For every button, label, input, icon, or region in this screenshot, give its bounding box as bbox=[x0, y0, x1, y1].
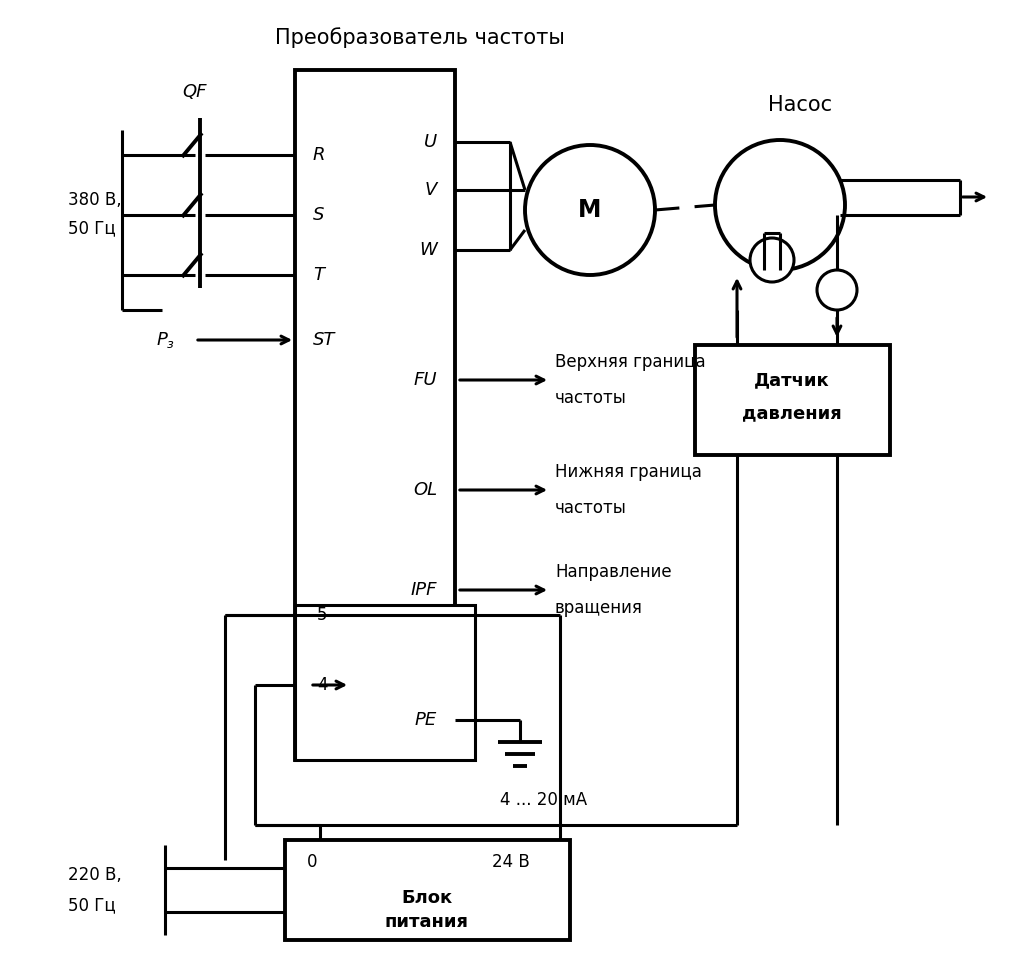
Text: Насос: Насос bbox=[768, 95, 833, 115]
Text: $P_з$: $P_з$ bbox=[156, 330, 175, 350]
Text: 50 Гц: 50 Гц bbox=[68, 896, 116, 914]
Text: вращения: вращения bbox=[555, 599, 643, 617]
Text: QF: QF bbox=[182, 83, 207, 101]
Bar bbox=[295, 70, 455, 760]
Bar bbox=[285, 840, 570, 940]
Text: Нижняя граница: Нижняя граница bbox=[555, 463, 701, 481]
Text: ST: ST bbox=[313, 331, 336, 349]
Text: частоты: частоты bbox=[555, 499, 627, 517]
Text: 4: 4 bbox=[317, 676, 328, 694]
Text: IPF: IPF bbox=[411, 581, 437, 599]
Text: М: М bbox=[579, 198, 602, 222]
Text: W: W bbox=[419, 241, 437, 259]
Text: 4 ... 20 мА: 4 ... 20 мА bbox=[500, 791, 587, 809]
Text: Направление: Направление bbox=[555, 563, 672, 581]
Text: S: S bbox=[313, 206, 325, 224]
Text: 50 Гц: 50 Гц bbox=[68, 219, 116, 237]
Circle shape bbox=[715, 140, 845, 270]
Text: R: R bbox=[313, 146, 326, 164]
Bar bbox=[695, 345, 890, 455]
Circle shape bbox=[817, 270, 857, 310]
Text: питания: питания bbox=[385, 913, 469, 931]
Text: OL: OL bbox=[413, 481, 437, 499]
Text: частоты: частоты bbox=[555, 389, 627, 407]
Text: 0: 0 bbox=[307, 853, 317, 871]
Text: V: V bbox=[425, 181, 437, 199]
Text: FU: FU bbox=[414, 371, 437, 389]
Text: 5: 5 bbox=[317, 606, 328, 624]
Text: 220 В,: 220 В, bbox=[68, 866, 122, 884]
Text: Верхняя граница: Верхняя граница bbox=[555, 353, 706, 371]
Text: 24 В: 24 В bbox=[493, 853, 530, 871]
Circle shape bbox=[525, 145, 655, 275]
Text: Преобразователь частоты: Преобразователь частоты bbox=[275, 28, 565, 48]
Text: Датчик: Датчик bbox=[755, 371, 829, 389]
Text: 380 В,: 380 В, bbox=[68, 191, 122, 209]
Text: давления: давления bbox=[742, 404, 842, 422]
Text: Блок: Блок bbox=[401, 889, 453, 907]
Bar bbox=[295, 605, 475, 760]
Text: U: U bbox=[424, 133, 437, 151]
Circle shape bbox=[750, 238, 794, 282]
Text: PE: PE bbox=[415, 711, 437, 729]
Text: T: T bbox=[313, 266, 324, 284]
